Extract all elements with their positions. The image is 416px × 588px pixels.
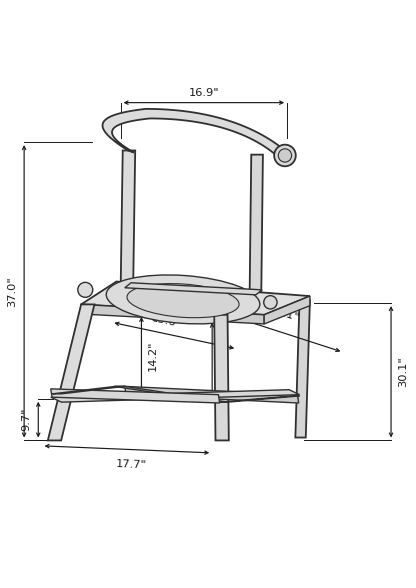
Text: 9.7": 9.7" [22, 408, 32, 432]
Polygon shape [102, 109, 285, 157]
Polygon shape [51, 390, 300, 402]
Polygon shape [220, 396, 300, 402]
Polygon shape [125, 283, 262, 295]
Ellipse shape [127, 283, 239, 318]
Circle shape [274, 145, 296, 166]
Polygon shape [51, 389, 220, 403]
Text: 30.1": 30.1" [399, 356, 409, 387]
Polygon shape [214, 315, 229, 440]
Polygon shape [295, 300, 310, 437]
Text: 37.0": 37.0" [7, 276, 17, 307]
Circle shape [278, 149, 292, 162]
Polygon shape [52, 386, 125, 394]
Text: 15.6": 15.6" [150, 313, 182, 329]
Ellipse shape [106, 275, 260, 324]
Circle shape [78, 282, 93, 298]
Polygon shape [264, 296, 310, 324]
Text: 12.2": 12.2" [220, 345, 230, 375]
Polygon shape [121, 151, 135, 290]
Polygon shape [250, 155, 263, 296]
Text: 14.2": 14.2" [148, 340, 158, 371]
Text: 19.1": 19.1" [268, 305, 300, 324]
Polygon shape [81, 305, 264, 324]
Polygon shape [48, 305, 94, 440]
Polygon shape [81, 282, 310, 315]
Polygon shape [114, 386, 228, 402]
Text: 17.7": 17.7" [116, 459, 146, 470]
Text: 16.9": 16.9" [188, 88, 219, 98]
Circle shape [264, 296, 277, 309]
Polygon shape [125, 386, 299, 403]
